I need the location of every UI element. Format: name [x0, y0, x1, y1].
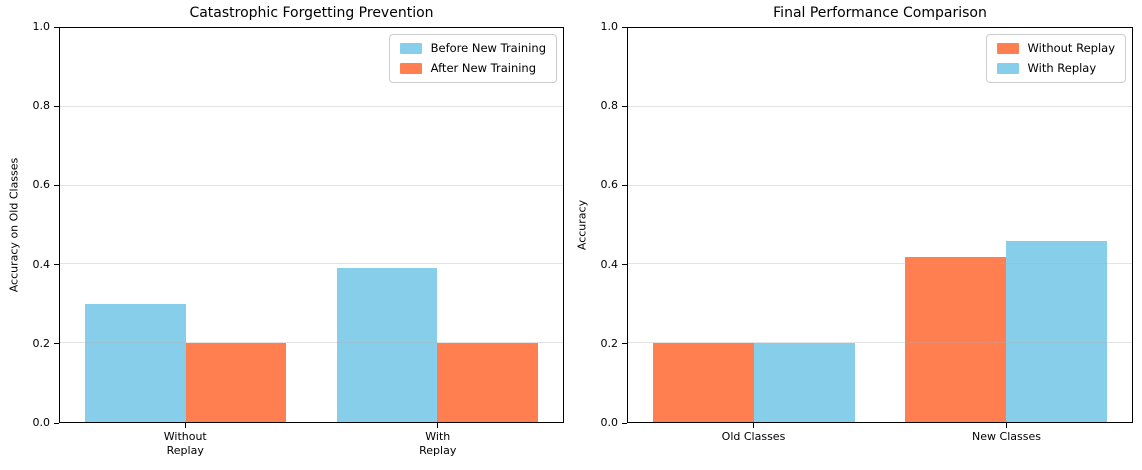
y-tick-mark: [622, 343, 627, 344]
y-tick-label-0.4: 0.4: [32, 257, 51, 271]
y-tick-label-0.8: 0.8: [32, 99, 51, 113]
x-tick-label-old-classes: Old Classes: [721, 430, 786, 443]
legend-swatch-without-replay: [996, 43, 1019, 54]
bar-after-new-training-without-replay: [185, 343, 287, 422]
y-tick-mark: [54, 27, 59, 28]
legend: Before New Training After New Training: [388, 34, 557, 83]
bar-with-replay-old-classes: [754, 343, 855, 422]
y-tick-label-0.6: 0.6: [32, 178, 51, 192]
left-chart-plot-area: Before New Training After New Training: [59, 27, 564, 423]
x-tick-mark: [185, 423, 186, 428]
y-tick-mark: [622, 27, 627, 28]
gridline-0.6: [628, 184, 1132, 186]
legend-entry-without-replay: Without Replay: [996, 41, 1116, 55]
legend-label: With Replay: [1027, 61, 1097, 75]
y-tick-mark: [622, 106, 627, 107]
bar-before-new-training-with-replay: [336, 268, 438, 422]
right-chart-title: Final Performance Comparison: [773, 5, 987, 21]
legend-label: Before New Training: [430, 41, 546, 55]
y-tick-label-0.2: 0.2: [32, 336, 51, 350]
x-tick-mark: [1006, 423, 1007, 428]
bar-with-replay-new-classes: [1006, 240, 1107, 422]
right-chart-plot-area: Without Replay With Replay: [627, 27, 1133, 423]
legend-entry-after-new-training: After New Training: [399, 61, 546, 75]
right-chart-ylabel: Accuracy: [575, 199, 589, 251]
bar-without-replay-new-classes: [905, 256, 1006, 422]
bar-without-replay-old-classes: [653, 343, 754, 422]
legend-swatch-before-new-training: [399, 43, 422, 54]
legend-swatch-with-replay: [996, 63, 1019, 74]
legend-label: After New Training: [430, 61, 537, 75]
x-tick-mark: [437, 423, 438, 428]
y-tick-label-0.4: 0.4: [600, 257, 619, 271]
x-tick-label-without-replay: Without Replay: [163, 430, 207, 457]
y-tick-mark: [54, 264, 59, 265]
x-tick-label-with-replay: With Replay: [419, 430, 457, 457]
y-tick-mark: [54, 106, 59, 107]
legend-label: Without Replay: [1027, 41, 1116, 55]
y-tick-label-0.2: 0.2: [600, 336, 619, 350]
y-tick-mark: [54, 343, 59, 344]
y-tick-label-1.0: 1.0: [600, 20, 619, 33]
left-chart-title: Catastrophic Forgetting Prevention: [189, 5, 434, 21]
legend-swatch-after-new-training: [399, 63, 422, 74]
legend-entry-before-new-training: Before New Training: [399, 41, 546, 55]
x-tick-mark: [753, 423, 754, 428]
gridline-0.8: [628, 105, 1132, 107]
bar-after-new-training-with-replay: [437, 343, 538, 422]
y-tick-mark: [622, 185, 627, 186]
x-tick-label-new-classes: New Classes: [972, 430, 1041, 443]
y-tick-label-0.8: 0.8: [600, 99, 619, 113]
legend: Without Replay With Replay: [985, 34, 1126, 83]
y-tick-label-1.0: 1.0: [32, 20, 51, 33]
y-tick-label-0.0: 0.0: [600, 416, 619, 429]
legend-entry-with-replay: With Replay: [996, 61, 1116, 75]
y-tick-mark: [622, 423, 627, 424]
y-tick-mark: [622, 264, 627, 265]
y-tick-label-0.6: 0.6: [600, 178, 619, 192]
bar-before-new-training-without-replay: [85, 303, 186, 422]
y-tick-label-0.0: 0.0: [32, 416, 51, 429]
y-tick-mark: [54, 185, 59, 186]
y-tick-mark: [54, 423, 59, 424]
